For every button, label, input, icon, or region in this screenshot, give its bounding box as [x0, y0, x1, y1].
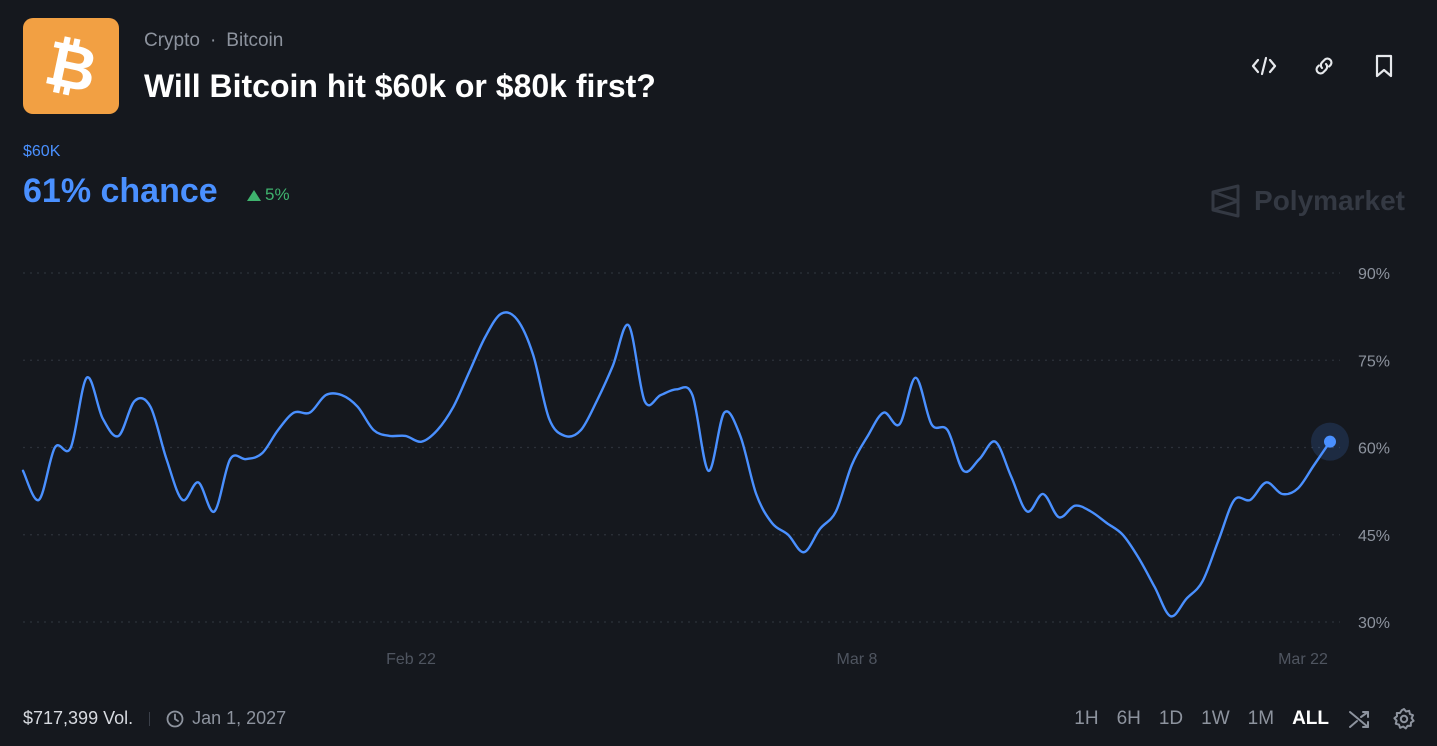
range-6h[interactable]: 6H — [1116, 708, 1141, 729]
code-icon — [1251, 56, 1277, 76]
market-stats: $717,399 Vol. Jan 1, 2027 — [23, 708, 286, 729]
clock-icon — [166, 710, 184, 727]
range-all[interactable]: ALL — [1292, 708, 1329, 729]
polymarket-watermark: Polymarket — [1210, 184, 1405, 218]
range-1d[interactable]: 1D — [1158, 708, 1184, 729]
y-tick-label: 30% — [1358, 615, 1390, 632]
chance-delta: 5% — [247, 185, 290, 205]
header-actions — [1251, 52, 1397, 80]
embed-button[interactable] — [1251, 52, 1277, 80]
y-tick-label: 45% — [1358, 528, 1390, 545]
x-tick-label: Mar 22 — [1278, 651, 1328, 668]
breadcrumb: Crypto · Bitcoin — [144, 30, 283, 52]
time-range-selector: 1H 6H 1D 1W 1M ALL — [1074, 706, 1417, 732]
shuffle-icon — [1349, 711, 1369, 728]
outcome-label: $60K — [23, 143, 61, 160]
end-date: Jan 1, 2027 — [166, 708, 286, 729]
y-tick-label: 60% — [1358, 441, 1390, 458]
x-tick-label: Feb 22 — [386, 651, 436, 668]
range-1m[interactable]: 1M — [1247, 708, 1275, 729]
bitcoin-logo: ₿ — [23, 18, 119, 114]
bookmark-button[interactable] — [1371, 52, 1397, 80]
chance-value: 61% chance — [23, 172, 218, 210]
breadcrumb-separator: · — [209, 30, 217, 51]
shuffle-button[interactable] — [1347, 706, 1373, 732]
gear-icon — [1393, 708, 1415, 730]
link-icon — [1315, 57, 1333, 75]
copy-link-button[interactable] — [1311, 52, 1337, 80]
range-1h[interactable]: 1H — [1074, 708, 1099, 729]
chart-settings-button[interactable] — [1391, 706, 1417, 732]
bookmark-icon — [1375, 54, 1393, 78]
divider — [149, 711, 151, 726]
x-tick-label: Mar 8 — [837, 651, 878, 668]
end-date-text: Jan 1, 2027 — [192, 708, 287, 728]
volume-text: $717,399 Vol. — [23, 708, 134, 728]
price-chart[interactable]: 90% 75% 60% 45% 30% Feb 22 Mar 8 Mar 22 — [0, 0, 1437, 680]
delta-value: 5% — [265, 185, 290, 204]
series-line — [21, 311, 1332, 618]
breadcrumb-subcategory[interactable]: Bitcoin — [226, 30, 284, 51]
breadcrumb-category[interactable]: Crypto — [144, 30, 200, 51]
range-1w[interactable]: 1W — [1201, 708, 1230, 729]
y-tick-label: 90% — [1358, 266, 1390, 283]
current-point — [1324, 435, 1336, 448]
polymarket-logo-icon — [1211, 184, 1240, 218]
y-tick-label: 75% — [1358, 353, 1390, 370]
up-arrow-icon — [247, 189, 261, 201]
market-title: Will Bitcoin hit $60k or $80k first? — [144, 68, 656, 104]
watermark-text: Polymarket — [1254, 185, 1405, 216]
